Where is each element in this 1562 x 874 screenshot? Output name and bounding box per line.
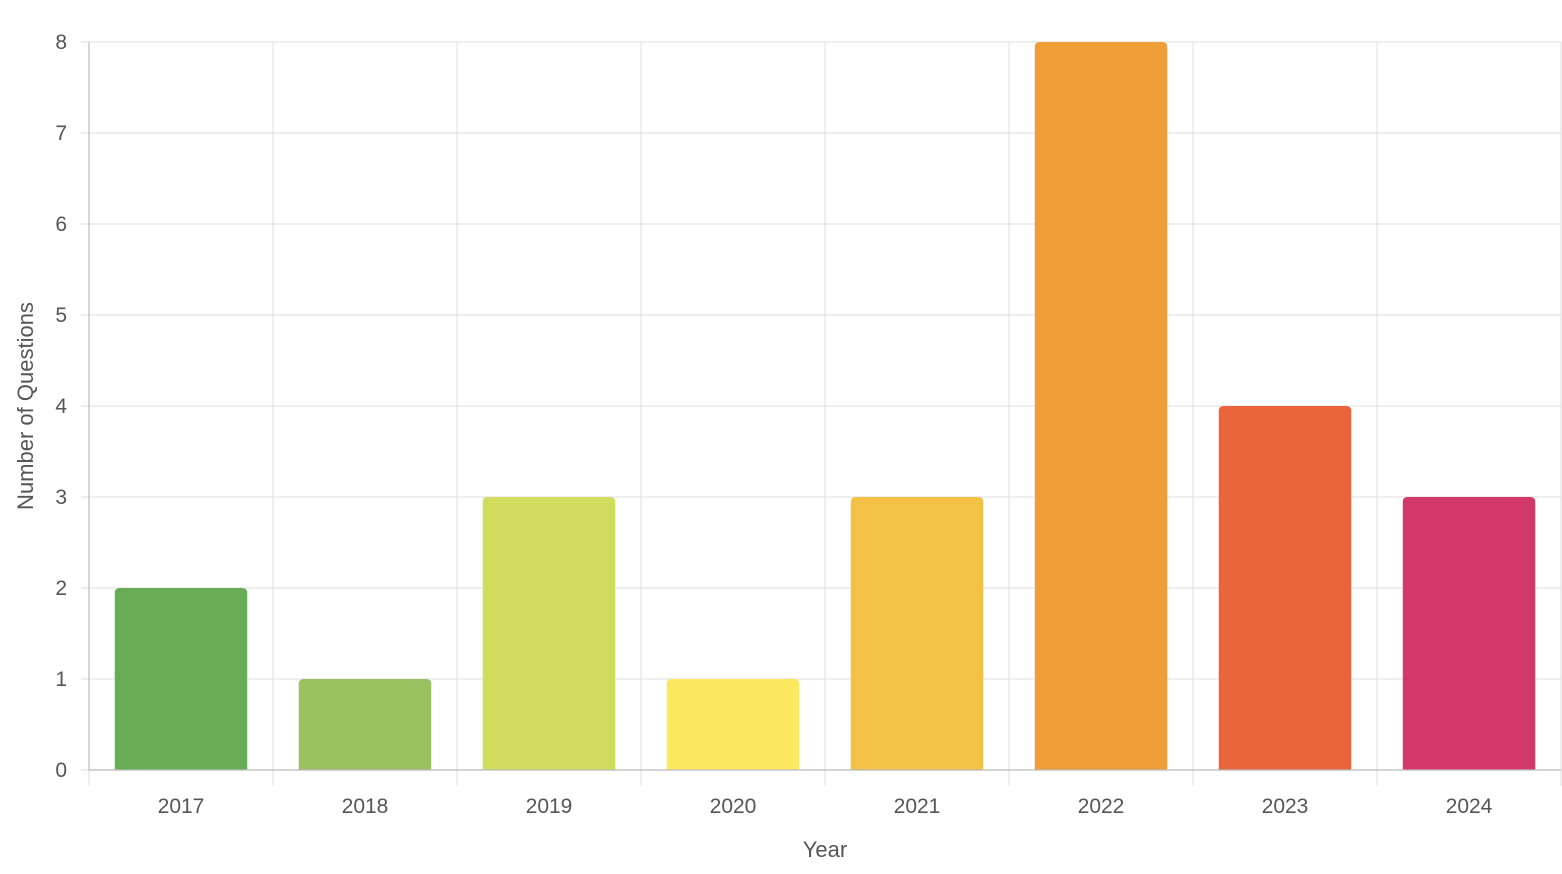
x-tick-label: 2021: [894, 795, 941, 818]
x-tick-label: 2018: [342, 795, 389, 818]
x-tick-label: 2017: [158, 795, 205, 818]
x-tick-label: 2020: [710, 795, 757, 818]
x-tick-label: 2019: [526, 795, 573, 818]
y-tick-label: 3: [55, 486, 67, 509]
x-axis-title: Year: [803, 837, 847, 862]
bar-2018[interactable]: [298, 679, 432, 770]
bar-2019[interactable]: [482, 497, 616, 770]
bar-2023[interactable]: [1218, 406, 1352, 770]
bar-2024[interactable]: [1402, 497, 1536, 770]
y-tick-label: 1: [55, 668, 67, 691]
y-tick-label: 4: [55, 395, 67, 418]
bar-2017[interactable]: [114, 588, 248, 770]
y-tick-label: 2: [55, 577, 67, 600]
y-tick-label: 6: [55, 213, 67, 236]
bar-2021[interactable]: [850, 497, 984, 770]
y-tick-label: 5: [55, 304, 67, 327]
bar-2022[interactable]: [1034, 42, 1168, 770]
x-tick-label: 2023: [1262, 795, 1309, 818]
x-tick-label: 2022: [1078, 795, 1125, 818]
tick-labels: 0 1 2 3 4 5 6 7 8 2017 2018 2019 2020 2021 2022 2023 202…: [55, 31, 1492, 818]
y-tick-label: 7: [55, 122, 67, 145]
x-tick-label: 2024: [1446, 795, 1493, 818]
bars: [114, 42, 1536, 770]
bar-2020[interactable]: [666, 679, 800, 770]
axes: [88, 42, 1561, 771]
y-axis-title: Number of Questions: [13, 302, 38, 510]
y-tick-label: 0: [55, 759, 67, 782]
y-tick-label: 8: [55, 31, 67, 54]
